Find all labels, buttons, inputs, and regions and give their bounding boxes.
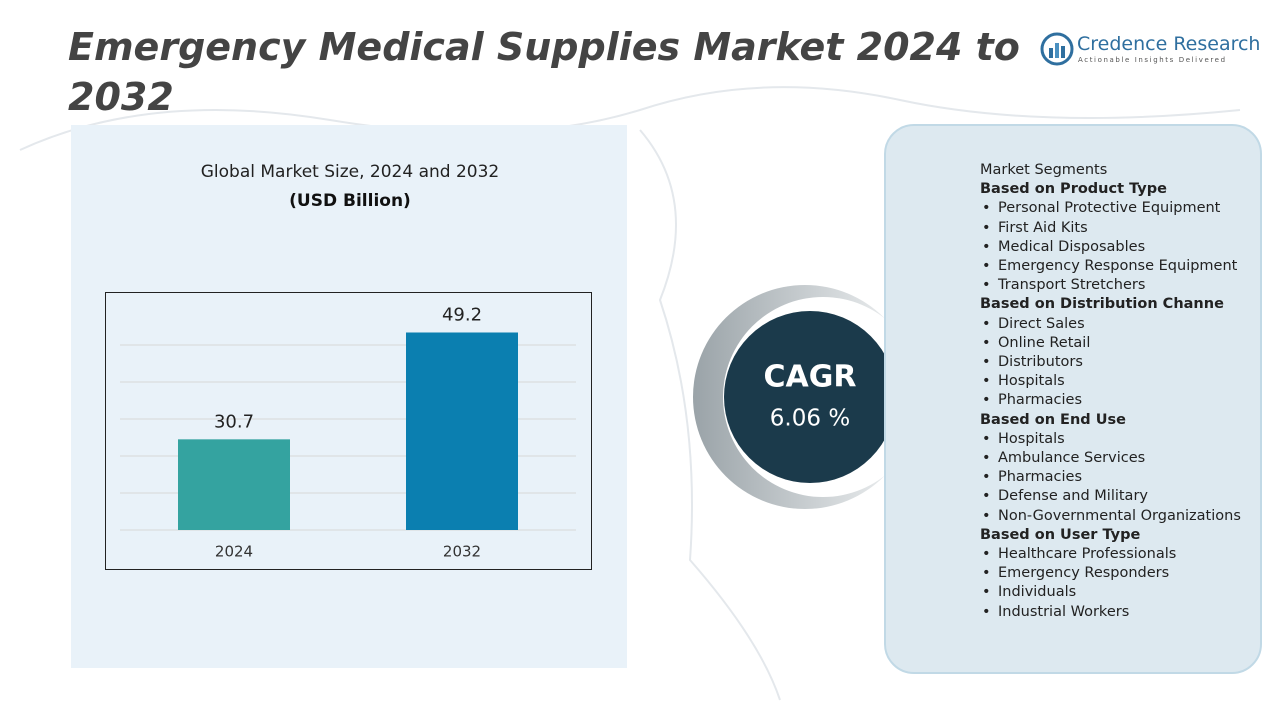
cagr-label: CAGR <box>764 360 857 395</box>
segments-list: Market Segments Based on Product TypePers… <box>980 161 1265 622</box>
x-tick-label: 2024 <box>215 543 253 561</box>
cagr-badge: CAGR 6.06 % <box>693 285 910 509</box>
segment-item: Personal Protective Equipment <box>980 199 1260 218</box>
page-title: Emergency Medical Supplies Market 2024 t… <box>68 25 1020 119</box>
segment-item: Emergency Responders <box>980 564 1260 583</box>
segment-item: Online Retail <box>980 334 1260 353</box>
segments-title: Market Segments <box>980 162 1108 178</box>
tagline: Actionable Insights Delivered <box>1078 56 1227 64</box>
segment-item: Medical Disposables <box>980 238 1260 257</box>
segment-item: Industrial Workers <box>980 603 1260 622</box>
brand: Credence Research <box>1077 33 1261 55</box>
segment-item: Direct Sales <box>980 315 1260 334</box>
segment-item: First Aid Kits <box>980 219 1260 238</box>
segment-heading: Based on End Use <box>980 411 1126 428</box>
segment-item: Hospitals <box>980 372 1260 391</box>
segment-heading: Based on Product Type <box>980 181 1167 198</box>
segment-item: Pharmacies <box>980 468 1260 487</box>
segment-item: Individuals <box>980 583 1260 602</box>
bar <box>178 439 290 530</box>
segment-item: Transport Stretchers <box>980 276 1260 295</box>
value-label: 49.2 <box>442 304 482 325</box>
x-tick-label: 2032 <box>443 543 481 561</box>
bar <box>406 332 518 530</box>
segment-item: Emergency Response Equipment <box>980 257 1260 276</box>
logo-icon <box>1040 32 1074 66</box>
value-label: 30.7 <box>214 411 254 432</box>
chart: Global Market Size, 2024 and 2032 (USD B… <box>105 162 592 570</box>
segment-heading: Based on Distribution Channe <box>980 296 1224 313</box>
segment-item: Non-Governmental Organizations <box>980 507 1260 526</box>
segment-item: Pharmacies <box>980 391 1260 410</box>
chart-frame <box>105 292 592 570</box>
cagr-value: 6.06 % <box>770 406 850 432</box>
segment-heading: Based on User Type <box>980 526 1141 543</box>
chart-subtitle: (USD Billion) <box>289 191 411 211</box>
segment-item: Healthcare Professionals <box>980 545 1260 564</box>
segment-item: Hospitals <box>980 430 1260 449</box>
segment-item: Ambulance Services <box>980 449 1260 468</box>
chart-title: Global Market Size, 2024 and 2032 <box>201 162 500 182</box>
chart-panel <box>71 125 627 668</box>
segment-item: Defense and Military <box>980 487 1260 506</box>
segment-item: Distributors <box>980 353 1260 372</box>
